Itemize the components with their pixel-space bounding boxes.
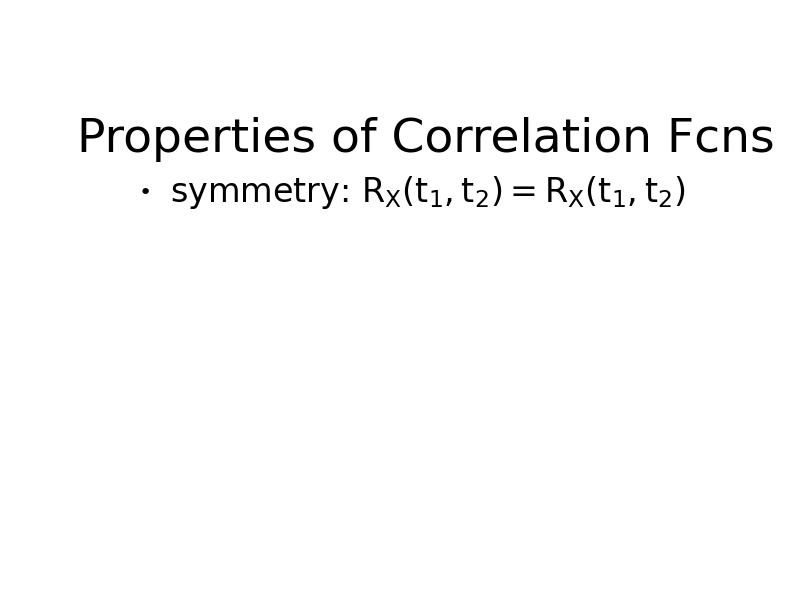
Text: •: • <box>139 183 152 203</box>
Text: Properties of Correlation Fcns: Properties of Correlation Fcns <box>76 117 774 162</box>
Text: symmetry: $\mathregular{R_X(t_1,t_2)=R_X(t_1,t_2)}$: symmetry: $\mathregular{R_X(t_1,t_2)=R_X… <box>170 174 685 211</box>
